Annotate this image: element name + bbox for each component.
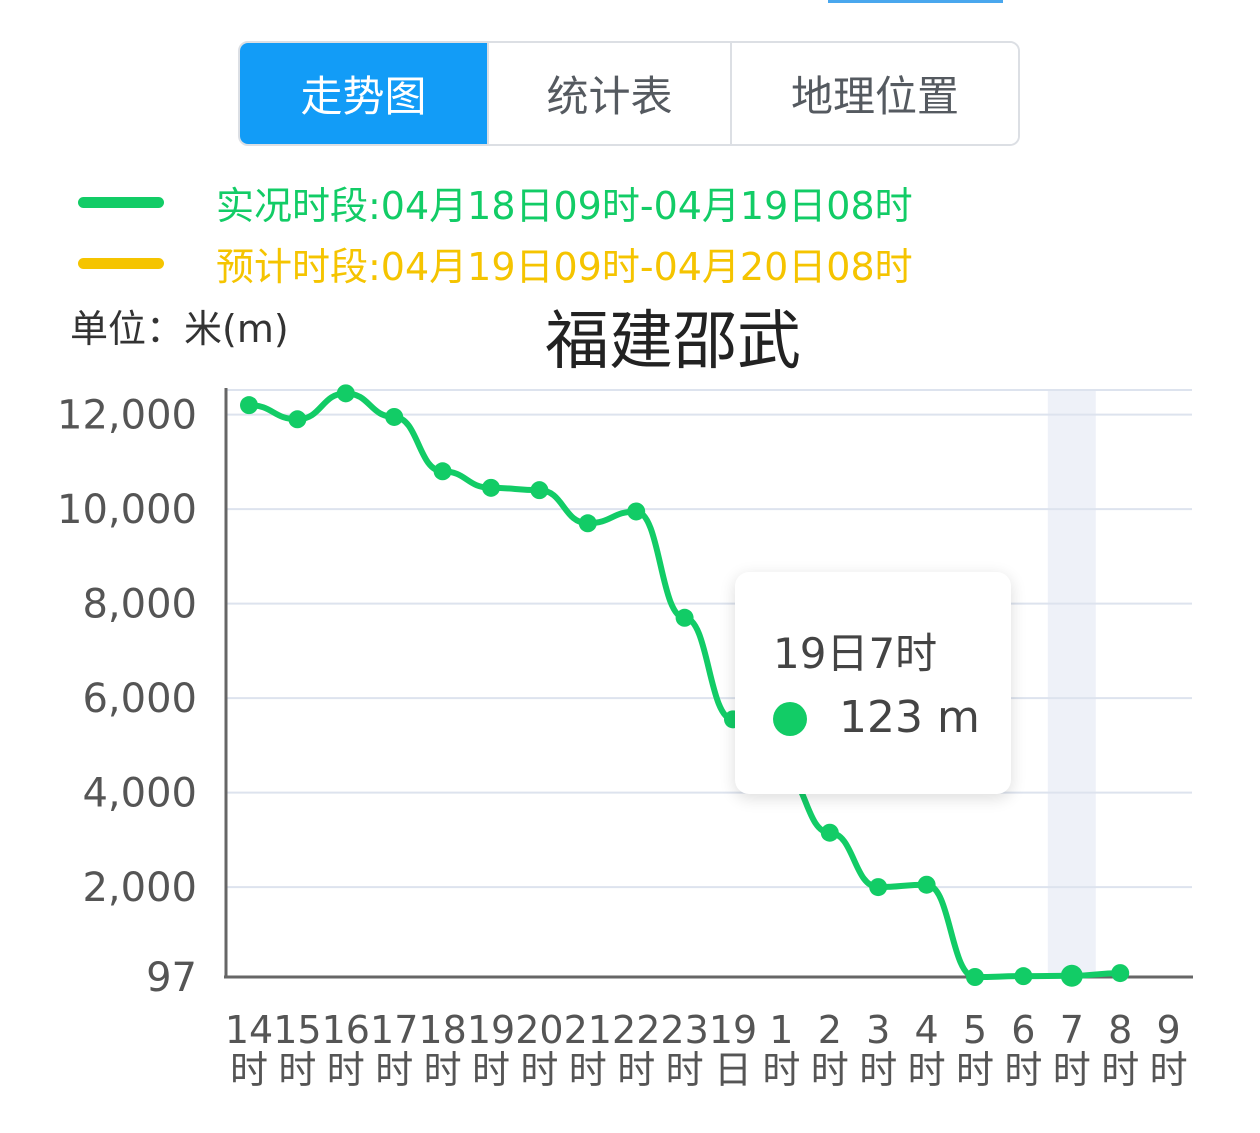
legend-forecast-swatch <box>78 257 164 269</box>
x-tick-label: 9 <box>1157 1008 1181 1052</box>
y-tick-label: 97 <box>146 955 197 1001</box>
x-tick-label: 19 <box>709 1008 757 1052</box>
unit-label: 单位：米(m) <box>70 307 289 351</box>
tooltip-series-dot <box>773 702 807 736</box>
x-tick-label: 时 <box>908 1048 946 1092</box>
x-tick-label: 3 <box>866 1008 890 1052</box>
chart-tooltip: 19日7时 123 m <box>735 572 1011 794</box>
data-point <box>1014 967 1033 986</box>
x-tick-label: 时 <box>762 1048 800 1092</box>
data-point <box>482 478 500 497</box>
data-point <box>336 384 355 403</box>
data-point <box>675 608 694 627</box>
data-point <box>917 875 936 894</box>
y-tick-label: 2,000 <box>82 865 197 911</box>
data-point <box>820 823 839 842</box>
x-tick-label: 时 <box>617 1048 655 1092</box>
highlight-band <box>1047 390 1096 977</box>
x-tick-label: 时 <box>1004 1048 1042 1092</box>
x-tick-label: 时 <box>472 1048 510 1092</box>
data-point <box>1111 964 1130 983</box>
y-tick-label: 8,000 <box>82 582 197 628</box>
x-tick-label: 2 <box>818 1008 842 1052</box>
x-tick-label: 17 <box>370 1008 418 1052</box>
data-point <box>627 502 646 521</box>
y-tick-label: 10,000 <box>57 487 197 533</box>
tab-geo-location[interactable]: 地理位置 <box>730 43 1018 144</box>
x-tick-label: 8 <box>1108 1008 1132 1052</box>
x-tick-label: 19 <box>467 1008 515 1052</box>
tab-statistics-table[interactable]: 统计表 <box>487 43 730 144</box>
x-tick-label: 1 <box>769 1008 793 1052</box>
data-point <box>288 410 307 429</box>
data-point <box>869 878 888 897</box>
tooltip-title: 19日7时 <box>773 629 938 678</box>
data-point <box>385 407 404 426</box>
x-tick-label: 6 <box>1011 1008 1035 1052</box>
legend-forecast-text: 预计时段:04月19日09时-04月20日08时 <box>216 244 913 289</box>
legend-observed-text: 实况时段:04月18日09时-04月19日08时 <box>216 183 913 228</box>
x-tick-label: 时 <box>278 1048 316 1092</box>
x-tick-label: 21 <box>564 1008 612 1052</box>
data-point <box>530 481 549 500</box>
tab-trend-chart[interactable]: 走势图 <box>240 43 487 144</box>
x-tick-label: 7 <box>1060 1008 1084 1052</box>
x-tick-label: 时 <box>424 1048 462 1092</box>
x-tick-label: 23 <box>660 1008 708 1052</box>
legend-observed-swatch <box>78 196 164 208</box>
chart-title: 福建邵武 <box>545 305 801 379</box>
x-tick-label: 16 <box>322 1008 370 1052</box>
x-tick-label: 时 <box>666 1048 704 1092</box>
x-tick-label: 4 <box>915 1008 939 1052</box>
top-strip <box>828 0 1003 3</box>
tooltip-value: 123 m <box>839 692 980 743</box>
data-point <box>1060 964 1083 987</box>
x-tick-label: 15 <box>273 1008 321 1052</box>
x-tick-label: 时 <box>1053 1048 1091 1092</box>
x-tick-label: 时 <box>1101 1048 1139 1092</box>
x-tick-label: 时 <box>327 1048 365 1092</box>
data-point <box>433 462 452 481</box>
y-tick-label: 4,000 <box>82 771 197 817</box>
x-tick-label: 22 <box>612 1008 660 1052</box>
x-tick-label: 时 <box>569 1048 607 1092</box>
x-tick-label: 日 <box>714 1048 752 1092</box>
legend-forecast: 预计时段:04月19日09时-04月20日08时 <box>78 238 913 289</box>
x-tick-label: 14 <box>225 1008 273 1052</box>
legend-observed: 实况时段:04月18日09时-04月19日08时 <box>78 177 913 228</box>
x-tick-label: 20 <box>515 1008 563 1052</box>
x-tick-label: 时 <box>956 1048 994 1092</box>
x-tick-label: 时 <box>375 1048 413 1092</box>
data-point <box>578 514 597 533</box>
x-tick-label: 时 <box>811 1048 849 1092</box>
y-tick-label: 6,000 <box>82 676 197 722</box>
y-tick-label: 12,000 <box>57 393 197 439</box>
x-tick-label: 时 <box>1150 1048 1188 1092</box>
view-tabs: 走势图 统计表 地理位置 <box>238 41 1020 146</box>
data-point <box>240 396 258 415</box>
x-tick-label: 时 <box>859 1048 897 1092</box>
x-tick-label: 时 <box>230 1048 268 1092</box>
x-tick-label: 18 <box>418 1008 466 1052</box>
x-tick-label: 5 <box>963 1008 987 1052</box>
data-point <box>966 968 984 986</box>
x-tick-label: 时 <box>520 1048 558 1092</box>
